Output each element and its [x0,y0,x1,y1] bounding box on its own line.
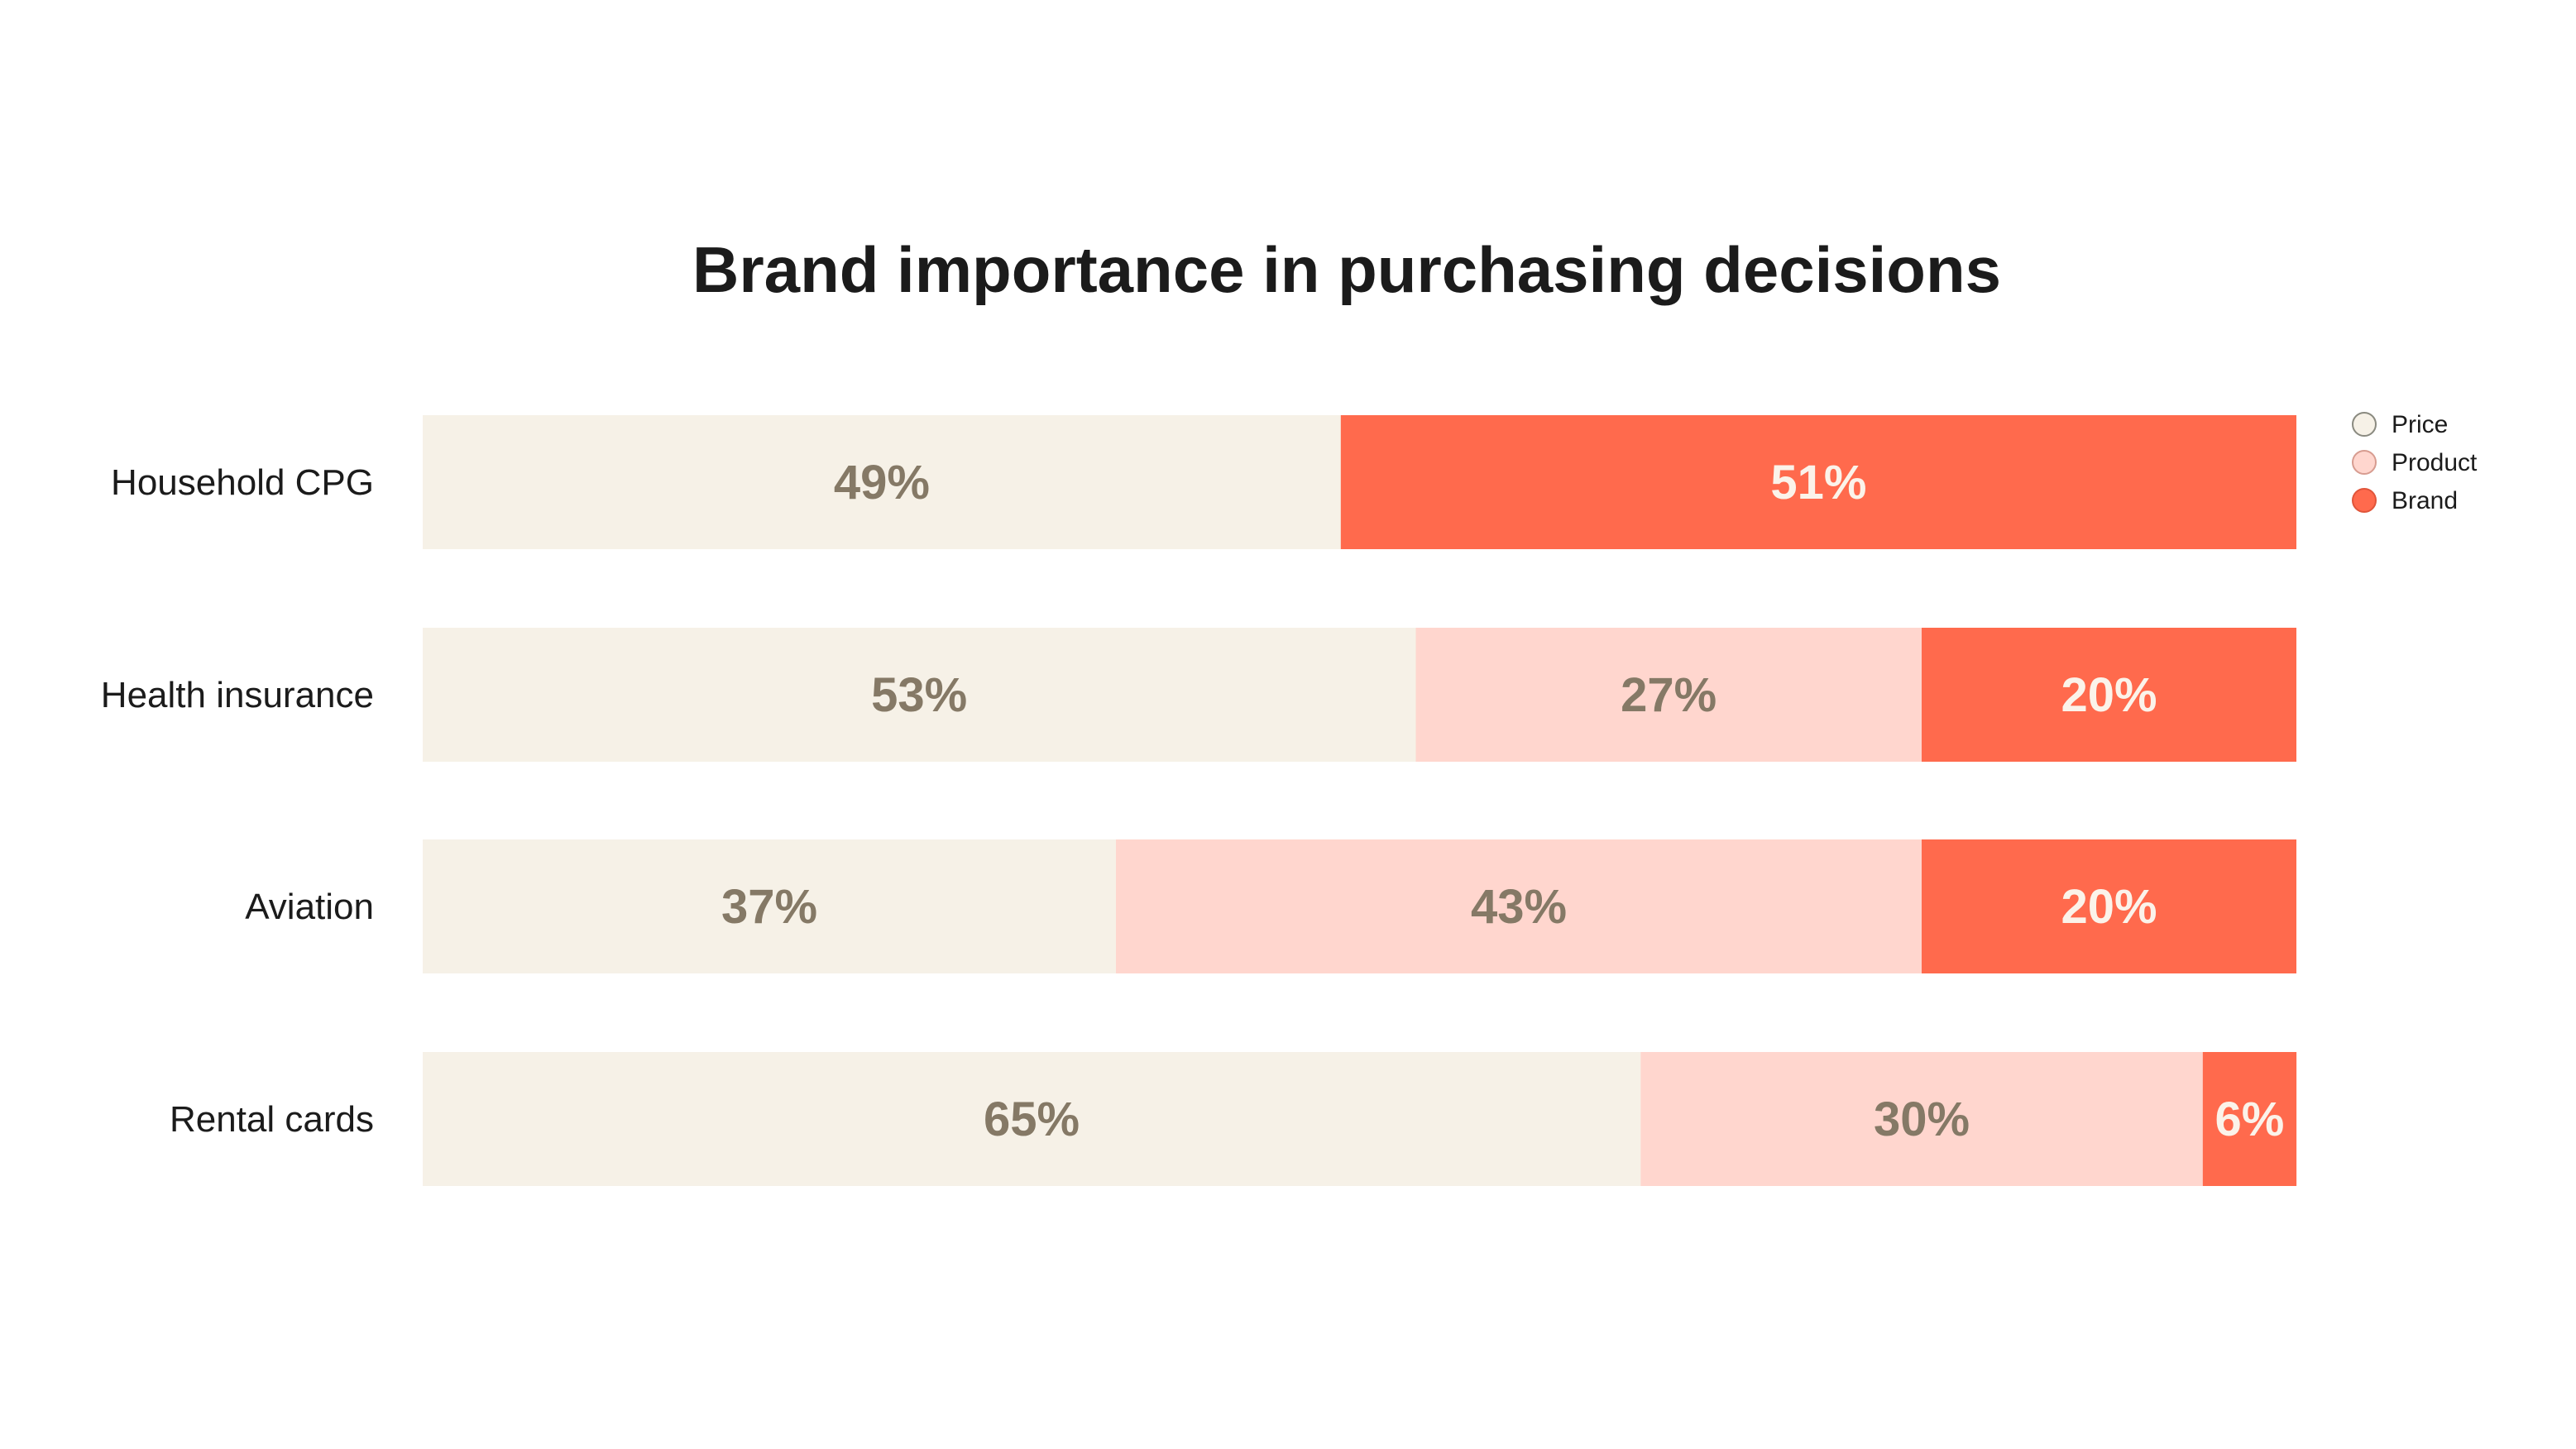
bar-label-aviation-price: 37% [721,880,817,934]
bar-value-labels: 49% 51% 53% 27% 20% 37% 43% 20% 65% 30% 6% [721,456,2284,1146]
bar-health-insurance-brand [1922,628,2296,762]
legend-label-price: Price [2392,411,2448,438]
bar-aviation-price [423,839,1116,973]
legend: Price Product Brand [2352,411,2478,514]
bars [423,415,2297,1186]
bar-rental-cards-product [1640,1052,2203,1186]
bar-aviation-brand [1922,839,2296,973]
legend-marker-brand [2352,488,2377,513]
category-label-aviation: Aviation [245,887,374,927]
bar-health-insurance-product [1415,628,1922,762]
bar-household-cpg-price [423,415,1341,549]
category-label-household-cpg: Household CPG [111,462,374,503]
bar-label-household-cpg-price: 49% [834,456,930,509]
bar-label-rental-cards-price: 65% [984,1093,1080,1146]
category-label-rental-cards: Rental cards [170,1099,374,1140]
bar-label-rental-cards-product: 30% [1874,1093,1970,1146]
bar-rental-cards-price [423,1052,1641,1186]
legend-label-product: Product [2392,449,2478,476]
bar-label-health-insurance-product: 27% [1621,668,1717,722]
chart-title: Brand importance in purchasing decisions [692,233,2001,306]
bar-label-health-insurance-price: 53% [871,668,967,722]
bar-label-rental-cards-brand: 6% [2214,1093,2284,1146]
category-labels: Household CPG Health insurance Aviation Ren… [101,462,374,1140]
legend-marker-product [2352,450,2377,475]
bar-label-aviation-product: 43% [1471,880,1567,934]
bar-rental-cards-brand [2202,1052,2297,1186]
bar-household-cpg-brand [1340,415,2296,549]
bar-label-health-insurance-brand: 20% [2061,668,2157,722]
bar-aviation-product [1116,839,1922,973]
bar-label-household-cpg-brand: 51% [1770,456,1866,509]
bar-label-aviation-brand: 20% [2061,880,2157,934]
legend-label-brand: Brand [2392,487,2458,514]
legend-marker-price [2352,412,2377,437]
bar-health-insurance-price [423,628,1416,762]
category-label-health-insurance: Health insurance [101,675,374,715]
